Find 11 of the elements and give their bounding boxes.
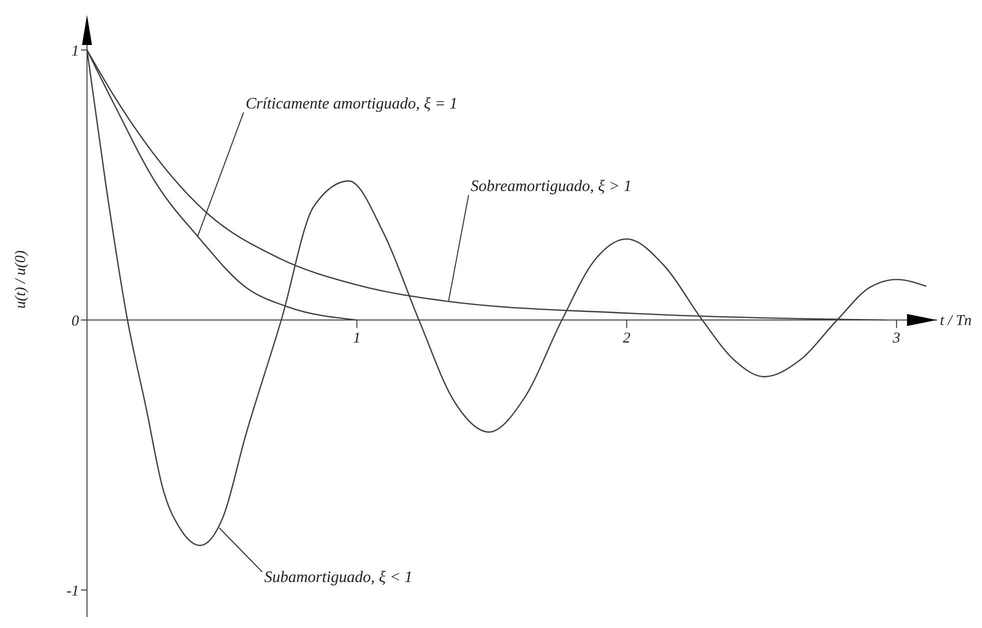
x-tick-label: 1 — [353, 330, 361, 347]
annotation: Subamortiguado, ξ < 1 — [264, 568, 413, 586]
y-tick-label: 1 — [72, 43, 79, 60]
x-tick-label: 3 — [892, 330, 900, 347]
annotation: Sobreamortiguado, ξ > 1 — [470, 178, 632, 196]
annotation: Críticamente amortiguado, ξ = 1 — [246, 95, 458, 112]
y-tick-label: 0 — [72, 313, 80, 330]
y-tick-label: -1 — [66, 583, 79, 600]
x-axis-title: t / Tn — [940, 313, 972, 329]
y-axis-title: u(t) / u(0) — [13, 250, 29, 309]
x-tick-label: 2 — [622, 330, 631, 347]
